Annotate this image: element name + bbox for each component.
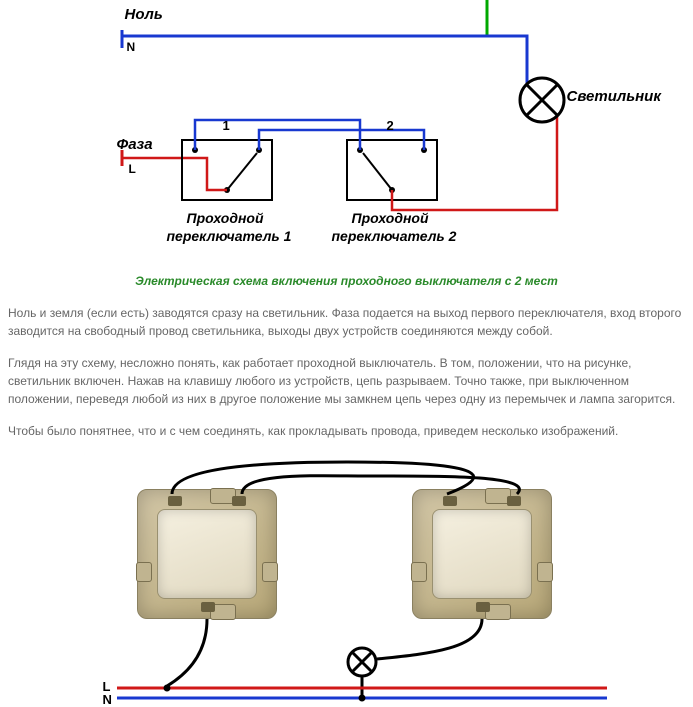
photo-wires-svg bbox=[67, 454, 627, 704]
label-null: Ноль bbox=[125, 6, 163, 23]
label-phase: Фаза bbox=[117, 136, 153, 153]
label-sw1-l2: переключатель 1 bbox=[167, 228, 292, 244]
label-l: L bbox=[129, 162, 136, 176]
paragraph-2: Глядя на эту схему, несложно понять, как… bbox=[8, 354, 685, 408]
label-sw2-l1: Проходной bbox=[352, 210, 429, 226]
paragraph-3: Чтобы было понятнее, что и с чем соединя… bbox=[8, 422, 685, 440]
label-sw1-l1: Проходной bbox=[187, 210, 264, 226]
label-sw2-l2: переключатель 2 bbox=[332, 228, 457, 244]
paragraph-1: Ноль и земля (если есть) заводятся сразу… bbox=[8, 304, 685, 340]
schematic-diagram: Ноль N Фаза L 1 2 Светильник Проходной п… bbox=[67, 0, 627, 260]
schematic-svg bbox=[67, 0, 627, 260]
caption-text: Электрическая схема включения проходного… bbox=[135, 274, 558, 288]
photo-wiring-diagram: L N bbox=[67, 454, 627, 704]
label-n: N bbox=[127, 40, 136, 54]
label-lamp: Светильник bbox=[567, 88, 661, 105]
diagram-caption: Электрическая схема включения проходного… bbox=[0, 272, 693, 290]
label-photo-n: N bbox=[103, 692, 112, 707]
label-sw1-num: 1 bbox=[223, 118, 230, 133]
label-sw2-num: 2 bbox=[387, 118, 394, 133]
